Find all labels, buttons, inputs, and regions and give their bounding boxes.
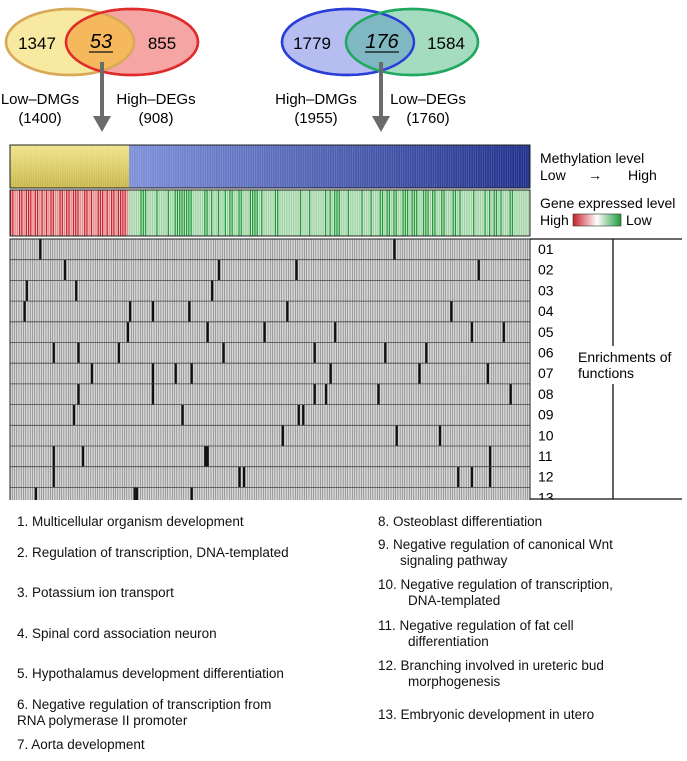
venn-right-count-a: (1955) — [294, 110, 337, 127]
row-id-06: 06 — [538, 345, 554, 361]
expression-gradient-bar — [573, 214, 621, 226]
venn-left-only-a: 1347 — [18, 34, 56, 53]
term-2: 2. Regulation of transcription, DNA-temp… — [17, 545, 289, 561]
term-10: 10. Negative regulation of transcription… — [378, 577, 613, 609]
function-row-06 — [10, 343, 530, 364]
row-id-05: 05 — [538, 324, 554, 340]
methylation-high-label: High — [628, 167, 657, 183]
venn-right-count-b: (1760) — [406, 110, 449, 127]
expression-title: Gene expressed level — [540, 195, 675, 211]
function-row-13 — [10, 487, 530, 500]
venn-right-overlap-count: 176 — [365, 31, 399, 53]
expression-low-label: Low — [626, 212, 653, 228]
arrow-left-head — [93, 116, 111, 132]
term-3: 3. Potassium ion transport — [17, 585, 174, 601]
venn-left-label-b: High–DEGs — [116, 91, 195, 108]
row-id-11: 11 — [538, 448, 553, 464]
row-id-12: 12 — [538, 469, 554, 485]
arrow-right-head — [372, 116, 390, 132]
function-row-09 — [10, 405, 530, 426]
row-id-03: 03 — [538, 282, 554, 298]
term-1: 1. Multicellular organism development — [17, 514, 244, 530]
figure-canvas: 1347 53 855 Low–DMGs (1400) High–DEGs (9… — [0, 0, 687, 500]
venn-left-only-b: 855 — [148, 34, 176, 53]
function-row-07 — [10, 363, 530, 384]
function-row-01 — [10, 239, 530, 260]
function-row-11 — [10, 446, 530, 467]
methylation-arrow: → — [588, 167, 602, 183]
expression-high-label: High — [540, 212, 569, 228]
function-row-12 — [10, 467, 530, 488]
function-rows — [10, 239, 530, 500]
venn-left-label-a: Low–DMGs — [1, 91, 79, 108]
venn-right: 1779 176 1584 High–DMGs (1955) Low–DEGs … — [275, 9, 478, 132]
row-id-02: 02 — [538, 262, 554, 278]
venn-left-overlap-count: 53 — [90, 31, 112, 53]
expression-row — [10, 190, 530, 236]
venn-left-count-a: (1400) — [18, 110, 61, 127]
methylation-row — [10, 145, 530, 188]
term-4: 4. Spinal cord association neuron — [17, 626, 217, 642]
venn-right-label-a: High–DMGs — [275, 91, 357, 108]
function-row-02 — [10, 260, 530, 281]
row-id-09: 09 — [538, 407, 554, 423]
function-row-08 — [10, 384, 530, 405]
venn-left-count-b: (908) — [138, 110, 173, 127]
term-12: 12. Branching involved in ureteric bud mo… — [378, 658, 604, 690]
venn-left: 1347 53 855 Low–DMGs (1400) High–DEGs (9… — [1, 9, 198, 132]
row-id-10: 10 — [538, 427, 554, 443]
term-13: 13. Embryonic development in utero — [378, 707, 594, 723]
term-5: 5. Hypothalamus development differentiat… — [17, 666, 284, 682]
function-row-03 — [10, 280, 530, 301]
row-id-08: 08 — [538, 386, 554, 402]
row-id-07: 07 — [538, 365, 554, 381]
function-row-04 — [10, 301, 530, 322]
enrichment-label-line2: functions — [578, 365, 634, 381]
term-11: 11. Negative regulation of fat cell diffe… — [378, 618, 574, 650]
enrichment-label-line1: Enrichments of — [578, 349, 671, 365]
venn-right-label-b: Low–DEGs — [390, 91, 466, 108]
row-id-04: 04 — [538, 303, 554, 319]
methylation-title: Methylation level — [540, 150, 644, 166]
term-7: 7. Aorta development — [17, 737, 145, 753]
term-9: 9. Negative regulation of canonical Wnt s… — [378, 537, 613, 569]
venn-right-only-a: 1779 — [293, 34, 331, 53]
function-row-10 — [10, 425, 530, 446]
row-id-01: 01 — [538, 241, 554, 257]
term-6: 6. Negative regulation of transcription … — [17, 697, 271, 729]
methylation-low-label: Low — [540, 167, 567, 183]
venn-right-only-b: 1584 — [427, 34, 465, 53]
term-8: 8. Osteoblast differentiation — [378, 514, 542, 530]
function-row-05 — [10, 322, 530, 343]
